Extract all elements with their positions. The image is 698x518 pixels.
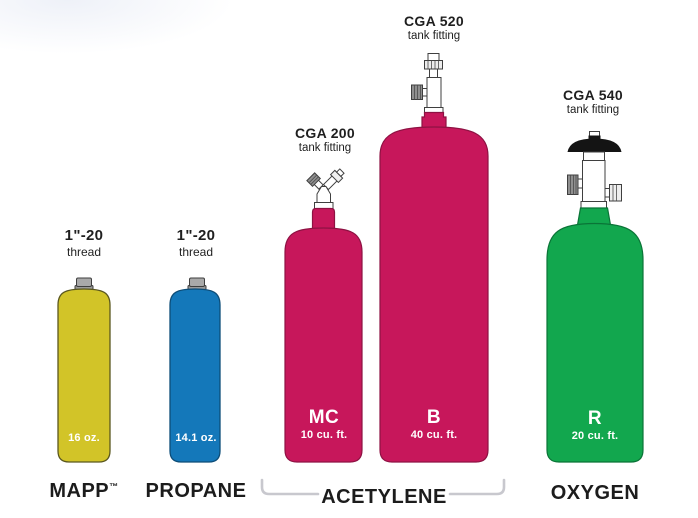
acetylene-group-label: ACETYLENE bbox=[321, 486, 447, 508]
oxygen-capacity-label: 20 cu. ft. bbox=[571, 430, 619, 442]
propane-thread-spec: 1"-20 bbox=[176, 227, 216, 244]
b-size-code: B bbox=[426, 407, 442, 428]
mapp-name-label: MAPP™ bbox=[49, 480, 119, 502]
cga-520-title: CGA 520 bbox=[404, 13, 464, 29]
oxygen-handwheel bbox=[567, 138, 622, 152]
propane-capacity-label: 14.1 oz. bbox=[175, 432, 217, 444]
acetylene-mc-cylinder-drawing bbox=[284, 168, 363, 463]
cga-200-fitting-label: CGA 200 tank fitting bbox=[285, 125, 365, 155]
cga-540-valve-icon bbox=[567, 131, 622, 209]
acetylene-b-cylinder-drawing bbox=[379, 53, 489, 463]
b-capacity-label: 40 cu. ft. bbox=[410, 429, 458, 441]
oxygen-name-label: OXYGEN bbox=[550, 482, 640, 504]
mc-size-code: MC bbox=[308, 407, 340, 428]
mapp-cylinder-body bbox=[57, 288, 111, 463]
mapp-thread-word: thread bbox=[66, 244, 102, 259]
mapp-thread-spec: 1"-20 bbox=[64, 227, 104, 244]
oxygen-neck bbox=[576, 207, 612, 226]
propane-cylinder-body bbox=[169, 288, 221, 463]
propane-cylinder-drawing bbox=[169, 277, 221, 463]
cga-200-valve-icon bbox=[306, 168, 345, 209]
mapp-fitting-label: 1"-20 thread bbox=[44, 227, 124, 259]
propane-thread-word: thread bbox=[178, 244, 214, 259]
mc-neck-boss bbox=[311, 207, 336, 231]
mapp-capacity-label: 16 oz. bbox=[68, 432, 100, 444]
cga-520-fitting-label: CGA 520 tank fitting bbox=[394, 13, 474, 43]
cga-200-sub: tank fitting bbox=[298, 142, 352, 155]
trademark-symbol: ™ bbox=[109, 481, 119, 492]
acetylene-group-bracket bbox=[260, 478, 506, 496]
mc-size-label: MC 10 cu. ft. bbox=[281, 408, 367, 441]
propane-cap bbox=[189, 277, 205, 287]
scan-shadow-artifact bbox=[0, 0, 240, 56]
mc-capacity-label: 10 cu. ft. bbox=[300, 429, 348, 441]
b-size-label: B 40 cu. ft. bbox=[376, 408, 492, 441]
cga-540-sub: tank fitting bbox=[566, 104, 620, 117]
mc-cylinder-body bbox=[284, 227, 363, 463]
cga-200-title: CGA 200 bbox=[295, 125, 355, 141]
mapp-cap bbox=[76, 277, 92, 287]
mapp-cylinder-drawing bbox=[57, 277, 111, 463]
oxygen-cylinder-drawing bbox=[546, 131, 644, 463]
cga-540-fitting-label: CGA 540 tank fitting bbox=[553, 87, 633, 117]
b-neck-boss bbox=[421, 111, 447, 129]
oxygen-size-label: R 20 cu. ft. bbox=[543, 409, 647, 442]
cga-540-title: CGA 540 bbox=[563, 87, 623, 103]
b-cylinder-body bbox=[379, 126, 489, 463]
propane-fitting-label: 1"-20 thread bbox=[156, 227, 236, 259]
cga-520-valve-icon bbox=[411, 53, 444, 114]
propane-name-label: PROPANE bbox=[145, 480, 247, 502]
oxygen-size-code: R bbox=[587, 408, 603, 429]
cga-520-sub: tank fitting bbox=[407, 30, 461, 43]
oxygen-cylinder-body bbox=[546, 222, 644, 463]
